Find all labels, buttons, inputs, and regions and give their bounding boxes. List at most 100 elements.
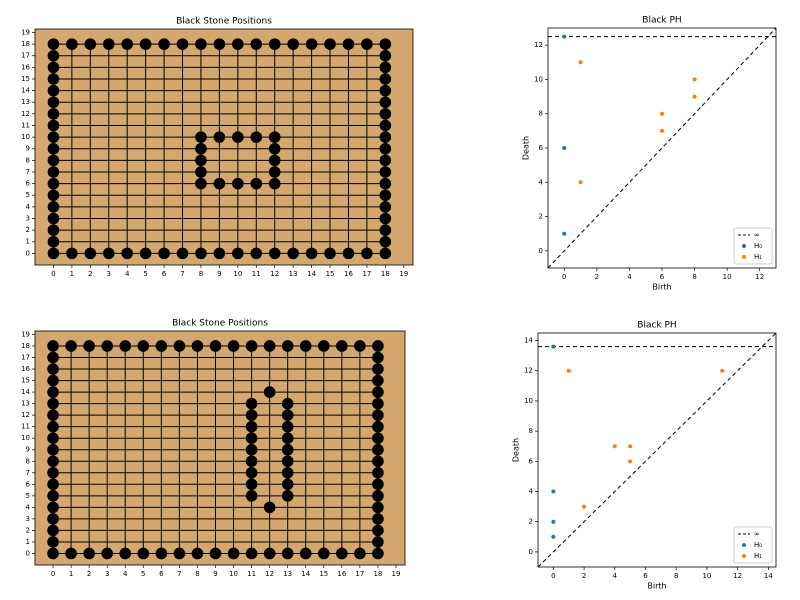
x-tick-label: 10 <box>723 273 732 281</box>
x-tick-label: 14 <box>307 270 316 278</box>
stone <box>47 96 60 109</box>
stone <box>195 154 207 167</box>
stone <box>101 547 113 560</box>
x-tick-label: 5 <box>141 570 145 578</box>
stone <box>84 247 97 260</box>
subplot: Black PH 0 2 4 6 8 10 12 0 2 4 6 8 10 12 Birth Death ∞ H₀ H… <box>522 16 777 292</box>
stone <box>361 247 373 260</box>
stone <box>47 108 60 120</box>
stone <box>47 212 60 225</box>
stone <box>47 166 60 178</box>
stone <box>158 38 170 50</box>
legend-label: ∞ <box>754 530 760 538</box>
stone <box>379 131 392 143</box>
stone <box>119 547 132 560</box>
stone <box>336 547 348 560</box>
y-tick-label: 16 <box>21 365 30 373</box>
y-tick-label: 10 <box>21 434 30 442</box>
y-tick-label: 14 <box>524 337 533 345</box>
stone <box>227 547 240 560</box>
stone <box>47 351 59 364</box>
stone <box>47 524 59 537</box>
y-tick-label: 10 <box>534 75 543 83</box>
y-tick-label: 8 <box>26 457 30 465</box>
x-tick-label: 2 <box>87 570 91 578</box>
x-tick-label: 17 <box>355 570 364 578</box>
stone <box>102 247 115 260</box>
stone <box>65 340 77 352</box>
x-axis-label: Birth <box>647 582 666 591</box>
stone <box>245 455 258 468</box>
stone <box>47 397 59 410</box>
legend-swatch <box>742 543 746 547</box>
y-tick-label: 9 <box>26 446 30 454</box>
y-tick-label: 2 <box>539 213 543 221</box>
stone <box>281 409 294 421</box>
stone <box>299 547 312 560</box>
stone <box>250 247 263 260</box>
y-tick-label: 19 <box>21 28 30 36</box>
stone <box>47 38 60 50</box>
chart-title: Black Stone Positions <box>172 319 268 329</box>
legend-swatch <box>742 255 746 259</box>
y-tick-label: 4 <box>529 488 534 496</box>
y-tick-label: 10 <box>524 397 533 405</box>
stone <box>232 131 244 143</box>
x-tick-label: 6 <box>159 570 164 578</box>
stone <box>66 247 78 260</box>
stone <box>268 154 281 167</box>
y-tick-label: 8 <box>539 110 543 118</box>
stone <box>47 201 60 213</box>
stone <box>379 108 392 120</box>
y-tick-label: 10 <box>21 133 30 141</box>
legend-label: ∞ <box>754 231 760 239</box>
diagonal <box>547 27 777 269</box>
stone <box>195 38 207 50</box>
y-tick-label: 4 <box>539 178 544 186</box>
stone <box>281 490 294 502</box>
y-tick-label: 6 <box>26 480 31 488</box>
stone <box>47 119 60 132</box>
point <box>562 146 567 150</box>
stone <box>361 38 373 50</box>
stone <box>372 397 384 410</box>
x-tick-label: 2 <box>88 270 92 278</box>
stone <box>232 177 244 190</box>
x-tick-label: 9 <box>217 270 221 278</box>
y-tick-label: 6 <box>529 457 534 465</box>
point <box>612 444 617 449</box>
axes-frame <box>537 332 777 568</box>
x-tick-label: 5 <box>143 270 147 278</box>
stone <box>372 409 384 421</box>
stone <box>176 247 189 260</box>
stone <box>245 432 258 445</box>
stone <box>263 547 276 560</box>
stone <box>342 38 355 50</box>
stone <box>65 547 77 560</box>
point <box>628 444 633 449</box>
x-tick-label: 2 <box>595 273 599 281</box>
stone <box>379 154 392 167</box>
y-tick-label: 17 <box>21 52 30 60</box>
stone <box>245 478 258 491</box>
x-tick-label: 8 <box>199 270 203 278</box>
stone <box>379 166 392 178</box>
point <box>582 504 587 509</box>
x-tick-label: 0 <box>551 572 555 580</box>
stone <box>281 397 294 410</box>
stone <box>47 224 60 236</box>
y-tick-label: 12 <box>21 110 30 118</box>
y-tick-label: 15 <box>21 75 30 83</box>
y-tick-label: 2 <box>26 526 30 534</box>
stone <box>47 131 60 143</box>
stone <box>47 61 60 74</box>
legend-swatch <box>742 244 746 248</box>
stone <box>250 38 263 50</box>
stone <box>47 340 59 352</box>
stone <box>195 131 207 143</box>
x-tick-label: 16 <box>344 270 353 278</box>
plot-area <box>35 331 405 565</box>
